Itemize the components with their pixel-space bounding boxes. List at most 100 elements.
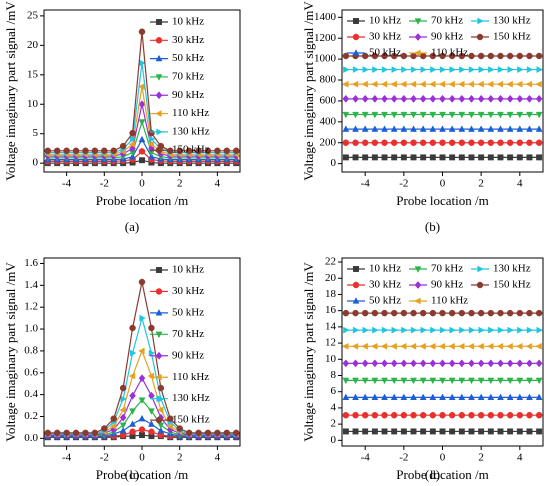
data-point <box>516 359 524 368</box>
data-point <box>361 359 369 368</box>
y-tick-label: 0.4 <box>24 388 38 400</box>
y-tick-label: 8 <box>331 369 337 381</box>
data-point <box>148 324 155 332</box>
data-point <box>223 147 231 155</box>
legend-label: 30 kHz <box>172 285 204 297</box>
data-point <box>477 139 485 146</box>
data-point <box>157 406 164 414</box>
legend-label: 90 kHz <box>431 279 463 291</box>
data-point <box>458 125 466 132</box>
data-point <box>439 111 446 119</box>
x-tick-label: 2 <box>478 178 484 190</box>
data-point <box>352 125 359 132</box>
data-point <box>148 135 156 143</box>
y-tick-label: 1.6 <box>24 257 38 269</box>
y-tick-label: 1.2 <box>24 301 38 313</box>
data-point <box>497 94 504 103</box>
data-point <box>468 377 475 385</box>
data-point <box>91 147 99 155</box>
data-point <box>410 111 417 119</box>
data-point <box>342 342 349 350</box>
data-point <box>468 411 475 419</box>
data-point <box>478 154 485 161</box>
data-point <box>390 125 398 132</box>
data-point <box>419 342 426 350</box>
x-axis-title: Probe location /m <box>96 193 188 208</box>
data-point <box>371 52 379 60</box>
legend-label: 70 kHz <box>431 263 463 275</box>
data-point <box>371 94 379 103</box>
data-point <box>139 314 146 322</box>
x-axis-title: Probe location /m <box>396 467 488 482</box>
data-point <box>477 80 484 88</box>
data-point <box>129 428 136 436</box>
data-point <box>458 94 466 103</box>
data-point <box>535 359 543 368</box>
data-point <box>526 428 533 435</box>
data-point <box>468 125 475 132</box>
data-point <box>214 147 221 155</box>
data-point <box>477 377 485 385</box>
y-tick-label: 14 <box>325 320 337 332</box>
legend-marker <box>155 309 163 316</box>
y-tick-label: 16 <box>325 304 337 316</box>
y-axis-title: Voltage imaginary part signal /mV <box>3 262 18 442</box>
data-point <box>439 94 446 103</box>
data-point <box>535 309 543 317</box>
data-point <box>535 342 542 350</box>
legend-label: 30 kHz <box>172 34 204 46</box>
data-point <box>400 411 408 419</box>
data-point <box>429 125 437 132</box>
x-tick-label: 0 <box>139 178 145 190</box>
legend-label: 90 kHz <box>431 31 463 43</box>
data-point <box>497 154 504 161</box>
data-point <box>72 429 80 437</box>
data-point <box>486 342 494 350</box>
data-point <box>477 411 485 419</box>
data-point <box>390 139 398 146</box>
data-point <box>361 342 368 350</box>
data-point <box>506 111 514 119</box>
data-point <box>497 326 505 334</box>
data-point <box>459 326 466 334</box>
data-point <box>410 309 417 317</box>
data-point <box>110 415 117 422</box>
legend-marker <box>156 267 162 273</box>
data-point <box>381 428 388 435</box>
data-point <box>352 411 359 419</box>
data-point <box>119 413 127 422</box>
data-point <box>352 377 359 385</box>
data-point <box>487 411 495 419</box>
data-point <box>391 428 398 435</box>
data-point <box>129 324 136 332</box>
data-point <box>410 52 417 60</box>
data-point <box>439 309 446 317</box>
data-point <box>342 154 349 161</box>
data-point <box>119 142 127 150</box>
data-point <box>351 80 359 88</box>
x-tick-label: -4 <box>62 452 72 464</box>
data-point <box>361 94 369 103</box>
data-point <box>458 154 465 161</box>
data-point <box>129 420 136 427</box>
data-point <box>516 393 524 401</box>
data-point <box>515 342 523 350</box>
data-point <box>409 80 417 88</box>
data-point <box>526 94 533 103</box>
data-point <box>429 154 436 161</box>
data-point <box>468 428 475 435</box>
data-point <box>487 309 495 317</box>
data-point <box>381 359 388 368</box>
data-point <box>232 429 240 437</box>
data-point <box>536 326 543 334</box>
legend-marker <box>155 37 163 44</box>
y-axis-title: Voltage imaginary part signal /mV <box>301 262 316 442</box>
data-point <box>232 147 240 155</box>
data-point <box>390 111 398 119</box>
data-point <box>410 411 417 419</box>
data-point <box>390 94 398 103</box>
data-point <box>458 309 466 317</box>
data-point <box>390 309 398 317</box>
data-point <box>428 80 436 88</box>
panel-caption: (a) <box>125 219 139 234</box>
